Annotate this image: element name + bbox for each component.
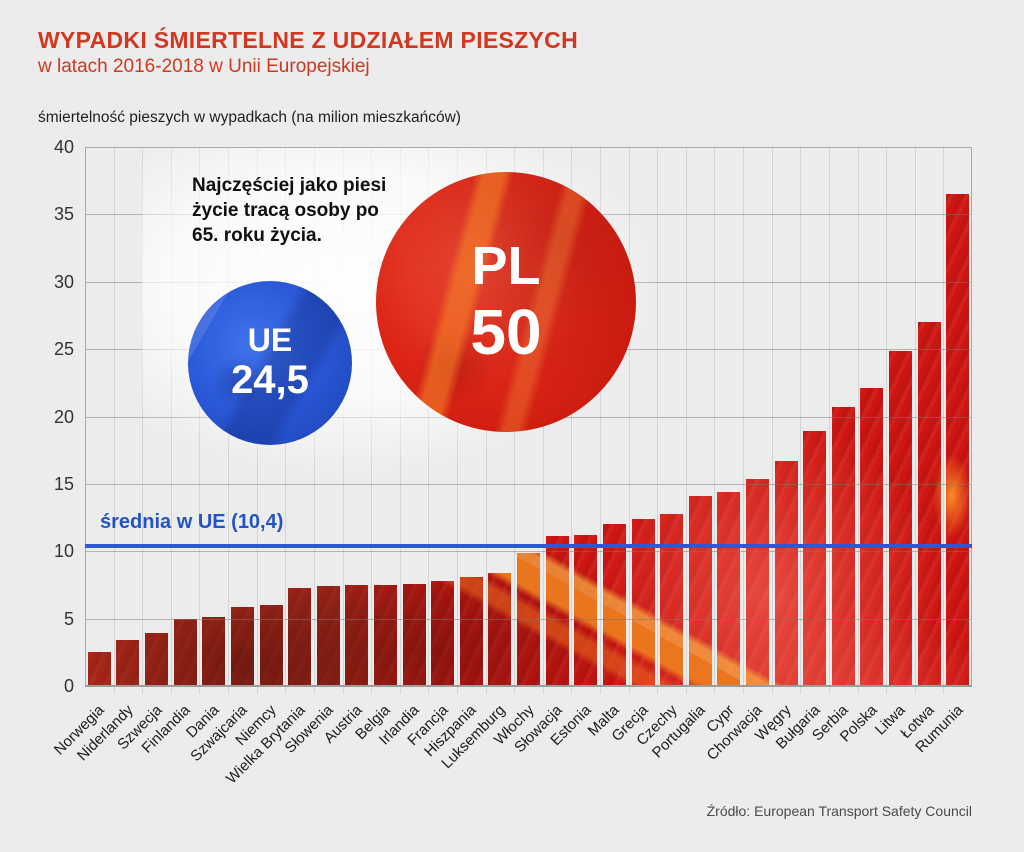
bar-szwecja — [145, 633, 168, 686]
vertical-gridline — [858, 147, 859, 694]
eu-badge-label: UE — [247, 322, 293, 358]
bar-grecja — [631, 518, 655, 686]
y-axis-description: śmiertelność pieszych w wypadkach (na mi… — [38, 109, 461, 126]
bar-hiszpania — [459, 576, 483, 686]
vertical-gridline — [714, 147, 715, 694]
eu-average-badge: UE 24,5 — [188, 281, 352, 445]
elderly-pedestrians-note: Najczęściej jako piesi życie tracą osoby… — [192, 175, 387, 246]
bar-litwa — [889, 350, 912, 686]
pl-badge-label: PL — [471, 236, 541, 296]
x-axis-line — [85, 685, 972, 687]
plot-border-right — [971, 147, 972, 686]
bar-slowacja — [545, 536, 569, 686]
bar-portugalia — [688, 496, 712, 686]
bar-chorwacja — [745, 478, 769, 686]
bar-luksemburg — [488, 572, 512, 686]
bar-dania — [202, 617, 226, 686]
bar-niderlandy — [116, 640, 140, 686]
bar-wielka-brytania — [288, 587, 312, 686]
eu-average-label: średnia w UE (10,4) — [100, 511, 284, 533]
y-tick-label-10: 10 — [53, 541, 74, 561]
bar-cypr — [717, 492, 741, 686]
bar-szwajcaria — [230, 606, 254, 686]
vertical-gridline — [829, 147, 830, 694]
y-tick-label-0: 0 — [63, 676, 74, 696]
gridline-5 — [85, 618, 972, 620]
bar-estonia — [574, 535, 598, 686]
y-tick-label-30: 30 — [53, 272, 74, 292]
plot-border-top — [85, 147, 972, 148]
bar-lotwa — [917, 322, 941, 686]
bar-austria — [345, 584, 369, 686]
eu-average-line — [85, 544, 972, 548]
bar-rumunia — [946, 194, 970, 686]
bar-bulgaria — [803, 431, 827, 686]
vertical-gridline — [114, 147, 115, 694]
bar-malta — [602, 524, 626, 686]
source-credit: Źródło: European Transport Safety Counci… — [706, 803, 972, 819]
bar-finlandia — [173, 618, 197, 686]
bar-wegry — [774, 461, 798, 686]
y-tick-label-20: 20 — [53, 407, 74, 427]
vertical-gridline — [772, 147, 773, 694]
bar-francja — [431, 580, 455, 686]
vertical-gridline — [686, 147, 687, 694]
gridline-10 — [85, 551, 972, 553]
vertical-gridline — [886, 147, 887, 694]
page-subtitle: w latach 2016-2018 w Unii Europejskiej — [38, 56, 370, 77]
eu-badge-value: 24,5 — [231, 358, 309, 402]
bar-belgia — [373, 584, 397, 686]
y-tick-label-25: 25 — [53, 339, 74, 359]
bar-czechy — [660, 513, 684, 686]
bar-slowenia — [316, 586, 340, 686]
bar-norwegia — [87, 652, 111, 686]
bar-niemcy — [259, 605, 283, 686]
pl-badge-value: 50 — [470, 296, 542, 368]
vertical-gridline — [743, 147, 744, 694]
gridline-15 — [85, 483, 972, 485]
vertical-gridline — [800, 147, 801, 694]
plot-border-left — [85, 147, 86, 686]
y-tick-label-40: 40 — [53, 137, 74, 157]
y-tick-label-15: 15 — [53, 474, 74, 494]
y-tick-label-5: 5 — [63, 609, 74, 629]
bar-polska — [860, 388, 884, 686]
vertical-gridline — [943, 147, 944, 694]
page-title: WYPADKI ŚMIERTELNE Z UDZIAŁEM PIESZYCH — [38, 27, 578, 53]
y-tick-label-35: 35 — [53, 204, 74, 224]
vertical-gridline — [657, 147, 658, 694]
vertical-gridline — [915, 147, 916, 694]
bar-irlandia — [402, 583, 426, 686]
